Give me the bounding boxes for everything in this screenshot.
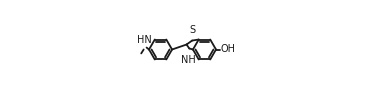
Text: NH: NH xyxy=(181,55,196,65)
Text: OH: OH xyxy=(220,44,235,55)
Text: S: S xyxy=(189,25,195,35)
Text: HN: HN xyxy=(137,35,152,45)
